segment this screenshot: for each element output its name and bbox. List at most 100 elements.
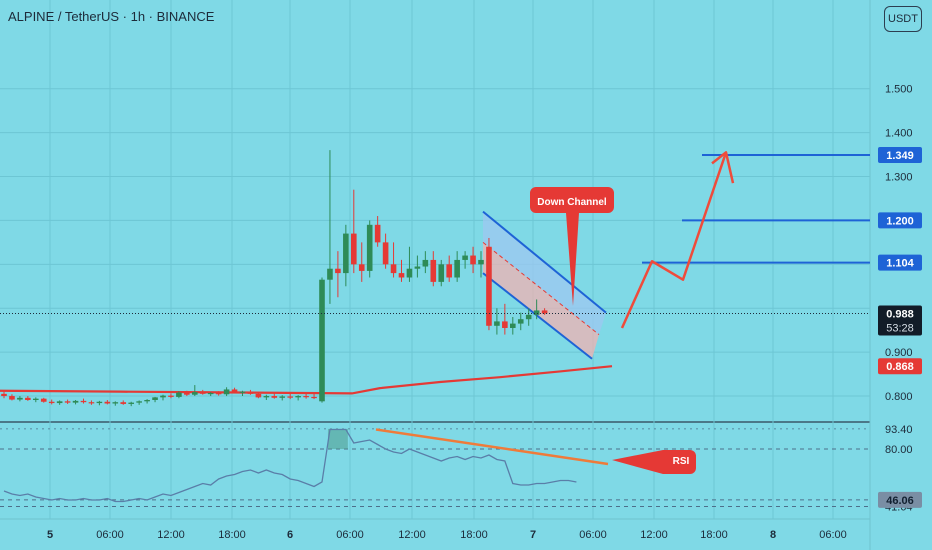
candle-body[interactable]: [398, 273, 405, 278]
candle-body[interactable]: [462, 255, 468, 260]
candle-body[interactable]: [478, 259, 484, 265]
price-badge[interactable]: [878, 146, 922, 163]
candle-body[interactable]: [454, 259, 460, 278]
candle-body[interactable]: [176, 392, 182, 397]
rsi-pane[interactable]: RSI: [3, 428, 696, 503]
candle-body[interactable]: [486, 246, 492, 326]
price-axis[interactable]: 0.800 0.900 1.300 1.400 1.500 1.349 1.200 1.104…: [878, 84, 922, 514]
candle-body[interactable]: [406, 268, 413, 278]
projection-line[interactable]: [620, 151, 728, 329]
candle-body[interactable]: [343, 233, 349, 274]
down-channel-callout[interactable]: Down Channel: [530, 187, 614, 306]
candle-body[interactable]: [48, 401, 55, 404]
candle-body[interactable]: [382, 242, 389, 265]
candle-body[interactable]: [9, 396, 15, 400]
candle-body[interactable]: [25, 397, 31, 400]
candle-body[interactable]: [128, 402, 134, 404]
candle-body[interactable]: [40, 398, 47, 402]
candle-body[interactable]: [207, 392, 214, 395]
candle-body[interactable]: [541, 310, 548, 314]
candle-body[interactable]: [96, 401, 103, 404]
time-tick-label: 18:00: [460, 529, 488, 541]
down-channel[interactable]: [482, 210, 607, 360]
candle-body[interactable]: [112, 402, 119, 404]
currency-unit-button[interactable]: USDT: [884, 6, 922, 32]
projection-path[interactable]: [620, 151, 735, 329]
price-badge[interactable]: [878, 358, 922, 375]
candle-body[interactable]: [104, 401, 111, 404]
candle-body[interactable]: [17, 397, 23, 400]
moving-average-line: [0, 365, 613, 395]
candle-body[interactable]: [152, 397, 158, 400]
candle-body[interactable]: [239, 391, 246, 393]
candle-body[interactable]: [510, 323, 516, 328]
candle-body[interactable]: [295, 396, 301, 398]
candle-body[interactable]: [231, 389, 238, 393]
candle-body[interactable]: [255, 393, 262, 398]
price-badge-label: 1.104: [886, 258, 914, 270]
candle-body[interactable]: [160, 395, 166, 398]
candle-body[interactable]: [470, 255, 476, 265]
candle-body[interactable]: [366, 224, 373, 271]
candle-body[interactable]: [438, 264, 445, 282]
price-tick-label: 1.500: [885, 84, 913, 96]
candle-body[interactable]: [56, 401, 63, 404]
candle-body[interactable]: [502, 321, 508, 328]
price-badge[interactable]: [878, 212, 922, 229]
candle-body[interactable]: [446, 264, 452, 278]
candle-body[interactable]: [80, 400, 87, 403]
candle-body[interactable]: [88, 402, 95, 404]
candle-body[interactable]: [327, 268, 333, 280]
candle-body[interactable]: [184, 392, 190, 395]
candle-body[interactable]: [120, 402, 127, 404]
candle-body[interactable]: [287, 396, 293, 398]
price-badge[interactable]: [878, 254, 922, 271]
candle-body[interactable]: [319, 279, 325, 402]
channel-upper-line[interactable]: [482, 210, 607, 314]
candlestick-series[interactable]: [0, 150, 870, 407]
candle-body[interactable]: [72, 400, 79, 403]
candle-body[interactable]: [1, 393, 7, 397]
rsi-value-badge[interactable]: [878, 491, 922, 508]
candle-body[interactable]: [215, 392, 222, 395]
price-badge[interactable]: [878, 305, 922, 336]
candle-body[interactable]: [33, 398, 39, 400]
candle-body[interactable]: [168, 395, 174, 397]
candle-body[interactable]: [136, 401, 142, 403]
rsi-value-label: 46.06: [886, 495, 914, 507]
countdown-label: 53:28: [886, 322, 914, 334]
candle-body[interactable]: [374, 224, 381, 243]
candle-body[interactable]: [223, 389, 230, 395]
time-axis[interactable]: 5 06:00 12:00 18:00 6 06:00 12:00 18:00 7 06:00 12…: [47, 529, 847, 541]
candle-body[interactable]: [358, 264, 365, 271]
candle-body[interactable]: [303, 396, 309, 398]
candle-body[interactable]: [517, 319, 524, 324]
candle-body[interactable]: [311, 396, 317, 399]
candle-body[interactable]: [199, 392, 206, 394]
candle-body[interactable]: [335, 268, 341, 274]
channel-lower-fill: [483, 242, 599, 359]
callout-bubble[interactable]: [530, 187, 614, 306]
candle-body[interactable]: [494, 321, 500, 326]
candle-body[interactable]: [247, 391, 254, 394]
candle-body[interactable]: [279, 396, 286, 398]
candle-body[interactable]: [144, 399, 150, 402]
candle-body[interactable]: [263, 396, 270, 398]
candle-body[interactable]: [533, 310, 540, 315]
rsi-trend-line[interactable]: [375, 428, 609, 466]
candle-body[interactable]: [192, 392, 198, 395]
candle-body[interactable]: [430, 259, 437, 282]
candle-body[interactable]: [390, 264, 397, 274]
candle-body[interactable]: [271, 396, 278, 398]
target-lines[interactable]: [642, 153, 870, 264]
candle-body[interactable]: [525, 314, 532, 320]
candle-body[interactable]: [64, 401, 71, 403]
candle-body[interactable]: [414, 266, 421, 269]
rsi-callout[interactable]: [612, 450, 696, 474]
time-tick-label: 06:00: [579, 529, 607, 541]
channel-lower-line[interactable]: [482, 272, 593, 360]
candle-body[interactable]: [351, 233, 357, 265]
rsi-line[interactable]: [3, 428, 577, 503]
candle-body[interactable]: [422, 259, 429, 267]
